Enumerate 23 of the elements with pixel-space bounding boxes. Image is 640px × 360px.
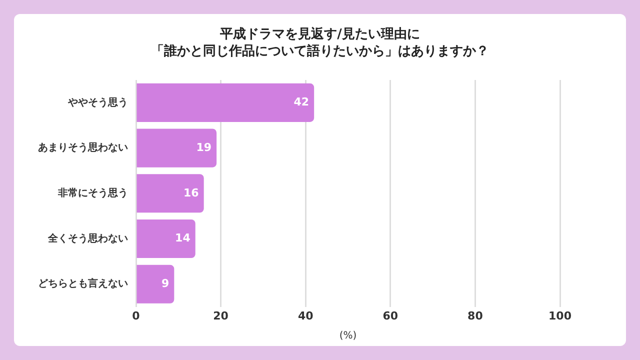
bar <box>136 128 217 168</box>
chart-title: 平成ドラマを見返す/見たい理由に「誰かと同じ作品について語りたいから」はありますか？ <box>150 26 490 60</box>
bar <box>136 174 204 213</box>
x-tick-label: 0 <box>132 309 140 322</box>
bar <box>136 83 314 122</box>
x-axis-title: (%) <box>339 330 357 342</box>
y-tick-label: どちらとも言えない <box>38 278 128 290</box>
y-tick-label: ややそう思う <box>67 96 128 108</box>
data-label: 14 <box>175 232 191 245</box>
data-label: 9 <box>162 276 170 290</box>
data-label: 19 <box>196 140 212 154</box>
x-tick-label: 40 <box>298 309 314 322</box>
bar <box>136 264 174 304</box>
y-tick-label: 全くそう思わない <box>47 232 128 244</box>
x-tick-label: 100 <box>548 309 572 322</box>
x-tick-label: 80 <box>468 309 484 322</box>
x-tick-label: 60 <box>382 309 398 322</box>
bar <box>136 219 196 258</box>
data-label: 42 <box>294 96 310 109</box>
x-tick-label: 20 <box>213 309 229 322</box>
y-tick-label: 非常にそう思う <box>57 186 128 199</box>
data-label: 16 <box>184 186 200 200</box>
y-tick-label: あまりそう思わない <box>38 142 128 154</box>
